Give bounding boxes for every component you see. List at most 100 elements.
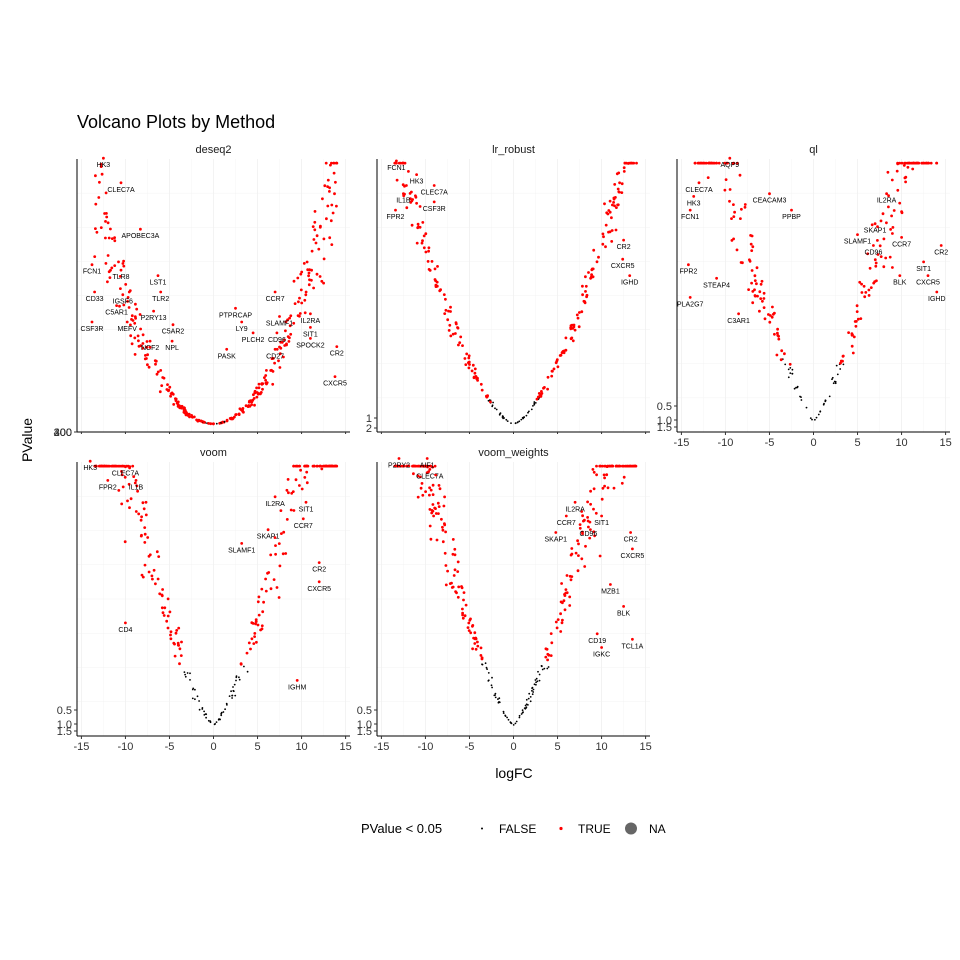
point-significant — [123, 475, 127, 479]
point-significant — [710, 161, 714, 165]
point-significant — [453, 568, 457, 572]
point-significant — [261, 610, 265, 614]
point-significant — [409, 197, 412, 201]
point-significant — [433, 464, 437, 468]
point-not-significant — [494, 696, 497, 699]
point-significant — [565, 591, 569, 595]
labeled-point — [124, 465, 127, 469]
point-significant — [312, 464, 316, 468]
point-not-significant — [238, 678, 241, 681]
point-significant — [457, 343, 460, 347]
point-significant — [911, 167, 915, 171]
point-significant — [433, 267, 437, 271]
point-significant — [283, 338, 286, 342]
point-significant — [456, 570, 460, 573]
point-significant — [328, 190, 331, 193]
point-significant — [626, 464, 629, 468]
point-not-significant — [501, 415, 504, 417]
point-significant — [855, 310, 859, 313]
point-significant — [856, 317, 860, 321]
point-significant — [277, 359, 280, 363]
point-not-significant — [498, 701, 501, 704]
labeled-point — [251, 331, 255, 335]
point-significant — [119, 287, 122, 290]
point-significant — [753, 274, 757, 278]
point-significant — [129, 497, 133, 501]
point-significant — [479, 382, 483, 386]
point-not-significant — [529, 696, 532, 698]
point-not-significant — [527, 704, 529, 706]
panel-deseq2: deseq2 HK3 CLEC7A APOBEC3A FCN1 TLR8 LST1 CD33 I… — [54, 144, 350, 439]
point-not-significant — [230, 690, 233, 693]
point-significant — [156, 370, 160, 374]
point-significant — [303, 298, 307, 302]
point-significant — [451, 538, 455, 541]
point-significant — [598, 554, 602, 558]
point-not-significant — [514, 722, 517, 725]
gene-label: CXCR5 — [611, 263, 635, 270]
point-significant — [157, 555, 161, 558]
point-significant — [758, 290, 762, 294]
labeled-point — [273, 290, 277, 294]
labeled-point — [115, 304, 118, 307]
labeled-point — [240, 542, 244, 545]
labeled-point — [234, 306, 237, 310]
point-significant — [250, 637, 254, 641]
point-significant — [395, 178, 399, 182]
point-significant — [429, 537, 433, 541]
point-significant — [127, 306, 131, 309]
point-not-significant — [518, 716, 521, 719]
point-significant — [137, 339, 140, 343]
gene-label: CD4 — [118, 627, 132, 634]
point-not-significant — [789, 372, 792, 374]
point-not-significant — [507, 718, 510, 721]
labeled-point — [573, 500, 577, 504]
point-significant — [146, 353, 150, 357]
point-significant — [311, 225, 315, 229]
labeled-point — [631, 547, 634, 551]
point-significant — [573, 328, 577, 332]
point-significant — [260, 624, 264, 628]
point-not-significant — [799, 395, 801, 398]
point-significant — [886, 170, 890, 174]
point-significant — [896, 188, 900, 192]
point-significant — [122, 259, 125, 263]
point-not-significant — [547, 666, 550, 668]
labeled-point — [922, 260, 925, 264]
point-not-significant — [524, 704, 527, 707]
point-not-significant — [793, 387, 796, 390]
point-not-significant — [521, 416, 524, 419]
point-significant — [241, 408, 244, 412]
point-significant — [866, 252, 870, 256]
point-not-significant — [528, 692, 531, 695]
point-significant — [166, 626, 170, 630]
point-significant — [304, 293, 308, 297]
gene-label: HK3 — [97, 162, 111, 169]
point-significant — [122, 264, 126, 268]
x-tick-label: 10 — [895, 437, 907, 449]
point-significant — [867, 294, 871, 297]
point-significant — [292, 321, 296, 325]
labeled-point — [333, 375, 337, 378]
point-significant — [308, 268, 311, 272]
point-significant — [146, 536, 150, 539]
point-significant — [113, 236, 116, 240]
point-not-significant — [232, 686, 234, 688]
panel-voom: voom HK3 CLEC7A FPR2 IL1B IL2RA SIT1 CCR7 SKAP1S… — [57, 447, 352, 753]
point-significant — [713, 161, 716, 165]
point-significant — [106, 221, 110, 225]
point-significant — [732, 237, 735, 241]
labeled-point — [171, 323, 175, 327]
point-significant — [416, 226, 420, 230]
point-significant — [166, 383, 169, 386]
point-significant — [479, 654, 483, 657]
point-significant — [431, 503, 435, 506]
point-significant — [592, 248, 596, 252]
point-significant — [249, 647, 252, 651]
legend-title: PValue < 0.05 — [361, 821, 442, 836]
point-significant — [247, 641, 251, 645]
point-significant — [94, 202, 98, 206]
point-significant — [859, 317, 863, 320]
point-significant — [420, 482, 424, 485]
point-significant — [415, 201, 418, 205]
